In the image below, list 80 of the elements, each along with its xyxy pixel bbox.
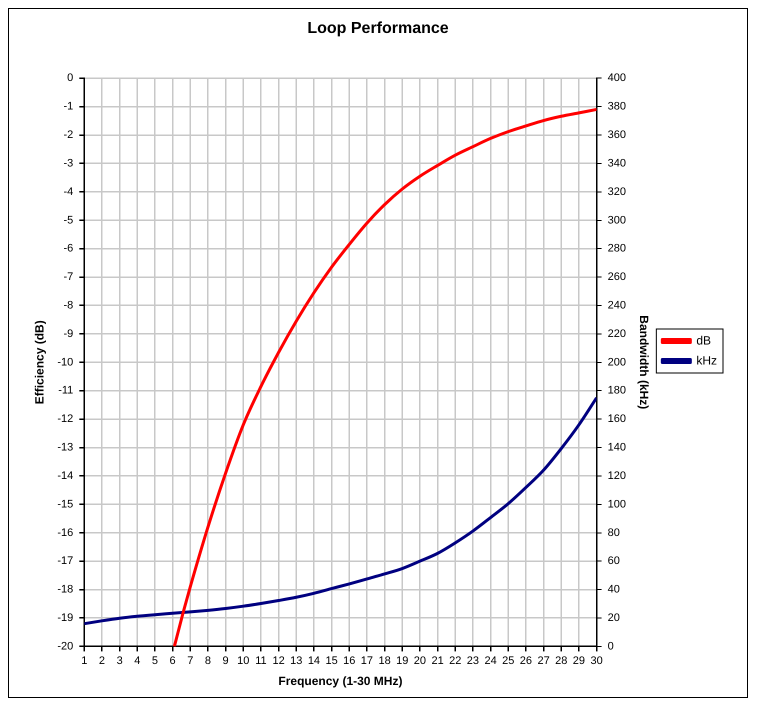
x-tick-label: 5	[152, 655, 158, 668]
y-tick-label: -15	[57, 498, 74, 510]
x-tick-label: 3	[116, 655, 123, 668]
y-tick-label: -5	[64, 214, 74, 226]
x-tick-label: 4	[134, 655, 140, 668]
x-tick-label: 27	[537, 655, 550, 668]
x-tick-label: 13	[290, 655, 302, 668]
line-series	[84, 396, 597, 626]
x-tick-label: 24	[484, 655, 497, 668]
x-tick-label: 1	[81, 655, 88, 668]
x-tick-label: 25	[502, 655, 514, 668]
x-tick-label: 9	[222, 655, 229, 668]
y-tick-label: -11	[58, 384, 74, 397]
x-tick-label: 2	[98, 655, 106, 668]
y-tick-label: -7	[64, 271, 74, 284]
y-tick-label: -2	[64, 129, 74, 142]
y2-axis-title: Bandwidth (kHz)	[636, 315, 651, 410]
y2-tick-label: 80	[608, 526, 620, 539]
y-tick-label: -10	[57, 356, 74, 368]
legend-label: dB	[696, 333, 712, 348]
y2-tick-label: 20	[608, 612, 620, 624]
line-series	[172, 108, 597, 646]
y2-tick-label: 180	[608, 384, 626, 397]
x-tick-label: 20	[414, 655, 426, 668]
y2-tick-label: 200	[608, 356, 626, 368]
y2-tick-label: 220	[608, 328, 626, 340]
y2-tick-label: 320	[608, 186, 626, 198]
y2-tick-label: 240	[608, 300, 626, 312]
x-tick-label: 14	[308, 655, 320, 668]
y-tick-label: -6	[64, 242, 74, 255]
y-tick-label: -9	[64, 328, 74, 340]
y-tick-label: -1	[64, 100, 74, 113]
y2-tick-label: 60	[608, 555, 620, 568]
x-tick-label: 17	[360, 655, 374, 668]
y2-tick-label: 140	[608, 442, 626, 454]
y-tick-label: -20	[57, 640, 74, 652]
y2-tick-label: 260	[608, 271, 626, 284]
y2-tick-label: 340	[608, 157, 626, 170]
y2-tick-label: 100	[608, 498, 626, 510]
y-tick-label: -4	[64, 186, 74, 198]
y-tick-label: -17	[57, 555, 74, 568]
y-tick-label: -16	[57, 526, 74, 539]
y2-tick-label: 120	[608, 470, 626, 482]
y2-tick-label: 160	[608, 413, 626, 426]
x-tick-label: 22	[449, 655, 462, 668]
y-tick-label: 0	[67, 72, 74, 84]
chart-title: Loop Performance	[307, 20, 449, 38]
x-tick-label: 21	[431, 655, 444, 668]
x-tick-label: 30	[590, 655, 603, 668]
y2-tick-label: 0	[608, 640, 614, 652]
x-tick-label: 26	[520, 655, 532, 668]
y2-tick-label: 360	[608, 129, 626, 142]
y-tick-label: -13	[57, 442, 74, 454]
x-tick-label: 12	[272, 655, 285, 668]
y2-tick-label: 300	[608, 214, 626, 226]
y2-tick-label: 380	[608, 100, 626, 113]
x-tick-label: 16	[343, 655, 356, 668]
y2-tick-label: 280	[608, 242, 626, 255]
x-tick-label: 15	[325, 655, 338, 668]
y2-tick-label: 40	[608, 584, 620, 596]
y-tick-label: -3	[64, 157, 74, 170]
legend-label: kHz	[696, 353, 718, 368]
x-tick-label: 6	[170, 655, 176, 668]
y-tick-label: -8	[64, 300, 74, 312]
y-tick-label: -14	[57, 470, 74, 482]
y-tick-label: -12	[57, 413, 74, 426]
x-tick-label: 18	[378, 655, 391, 668]
x-axis-title: Frequency (1-30 MHz)	[278, 674, 402, 688]
x-tick-label: 23	[466, 655, 480, 668]
x-tick-label: 10	[237, 655, 250, 668]
x-tick-label: 11	[255, 655, 267, 668]
y-tick-label: -18	[57, 584, 74, 596]
x-tick-label: 8	[204, 655, 212, 668]
x-tick-label: 7	[187, 655, 194, 668]
x-tick-label: 19	[396, 655, 408, 668]
x-tick-label: 28	[555, 655, 568, 668]
y-axis-title: Efficiency (dB)	[32, 320, 47, 404]
y2-tick-label: 400	[608, 72, 626, 84]
x-tick-label: 29	[572, 655, 586, 668]
y-tick-label: -19	[57, 612, 74, 624]
